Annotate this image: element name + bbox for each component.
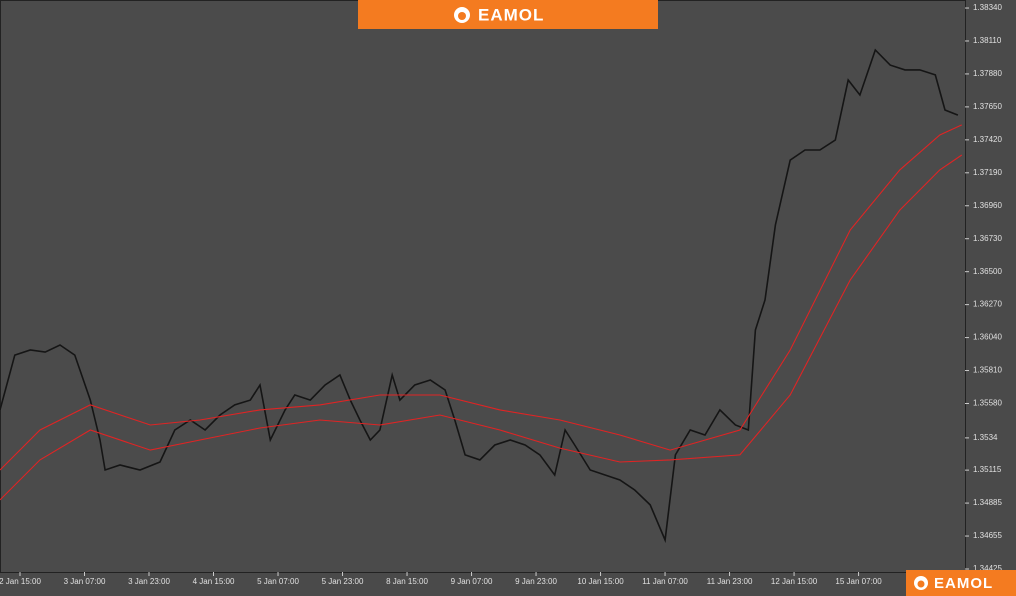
brand: EAMOL <box>478 5 544 24</box>
x-tick-label: 5 Jan 23:00 <box>322 577 364 586</box>
x-tick-label: 11 Jan 23:00 <box>707 577 753 586</box>
y-tick-label: 1.3534 <box>973 433 998 442</box>
plot-area <box>0 0 966 573</box>
x-tick-label: 11 Jan 07:00 <box>642 577 688 586</box>
y-tick-label: 1.35810 <box>973 366 1002 375</box>
x-tick-label: 12 Jan 15:00 <box>771 577 818 586</box>
y-tick-label: 1.35115 <box>973 465 1002 474</box>
band-line <box>0 124 963 471</box>
x-tick-label: 10 Jan 15:00 <box>577 577 624 586</box>
y-tick-label: 1.38340 <box>973 3 1002 12</box>
y-tick-label: 1.37650 <box>973 102 1002 111</box>
x-tick-label: 9 Jan 23:00 <box>515 577 557 586</box>
y-tick-label: 1.37880 <box>973 69 1002 78</box>
y-tick-label: 1.36040 <box>973 333 1002 342</box>
badge-icon-inner <box>917 580 925 588</box>
y-tick-label: 1.34885 <box>973 498 1002 507</box>
x-tick-label: 15 Jan 07:00 <box>835 577 882 586</box>
y-tick-label: 1.36960 <box>973 201 1002 210</box>
x-tick-label: 8 Jan 15:00 <box>386 577 428 586</box>
banner <box>358 0 658 29</box>
x-tick-label: 9 Jan 07:00 <box>451 577 493 586</box>
band-line <box>0 154 963 501</box>
y-tick-label: 1.37420 <box>973 135 1002 144</box>
y-tick-label: 1.37190 <box>973 168 1002 177</box>
y-tick-label: 1.36500 <box>973 267 1002 276</box>
x-tick-label: 4 Jan 15:00 <box>193 577 235 586</box>
y-tick-label: 1.34425 <box>973 564 1002 573</box>
x-tick-label: 3 Jan 07:00 <box>64 577 106 586</box>
x-tick-label: 2 Jan 15:00 <box>0 577 41 586</box>
y-tick-label: 1.36730 <box>973 234 1002 243</box>
y-tick-label: 1.36270 <box>973 300 1002 309</box>
y-tick-label: 1.35580 <box>973 399 1002 408</box>
y-tick-label: 1.34655 <box>973 531 1002 540</box>
badge-brand: EAMOL <box>934 575 993 592</box>
y-tick-label: 1.38110 <box>973 36 1002 45</box>
x-tick-label: 5 Jan 07:00 <box>257 577 299 586</box>
price-line <box>0 48 959 544</box>
x-tick-label: 3 Jan 23:00 <box>128 577 170 586</box>
logo-icon-inner <box>458 12 466 20</box>
